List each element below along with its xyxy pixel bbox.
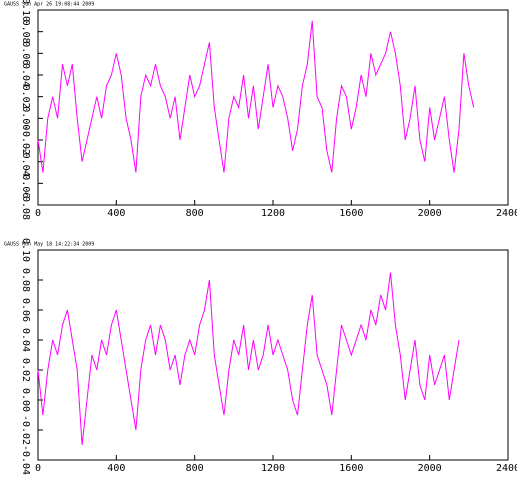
x-tick-label: 400 [107, 463, 125, 474]
y-tick-label: -0.02 [20, 415, 31, 445]
x-tick-label: 0 [35, 463, 41, 474]
y-tick-label: -0.08 [20, 190, 31, 220]
x-tick-label: 2000 [418, 208, 442, 219]
y-tick-label: 0.06 [20, 41, 31, 65]
y-tick-label: 0.10 [20, 238, 31, 262]
y-tick-label: -0.04 [20, 445, 31, 475]
x-tick-label: 0 [35, 208, 41, 219]
y-tick-label: 0.02 [20, 85, 31, 109]
y-tick-label: -0.02 [20, 125, 31, 155]
chart-title: GAUSS Sun Apr 26 19:08:44 2009 [4, 2, 94, 8]
y-tick-label: 0.06 [20, 298, 31, 322]
y-tick-label: 0.08 [20, 268, 31, 292]
x-tick-label: 1600 [339, 463, 363, 474]
x-tick-label: 800 [186, 463, 204, 474]
data-line [37, 20, 475, 173]
x-tick-label: 2000 [418, 463, 442, 474]
y-tick-label: 0.04 [20, 328, 31, 352]
y-tick-label: 0.02 [20, 358, 31, 382]
y-tick-label: 0.04 [20, 63, 31, 87]
y-tick-label: 0.10 [20, 0, 31, 22]
x-tick-label: 1200 [261, 463, 285, 474]
y-tick-label: 0.08 [20, 20, 31, 44]
y-tick-label: -0.06 [20, 168, 31, 198]
x-tick-label: 400 [107, 208, 125, 219]
data-line [37, 272, 460, 446]
x-tick-label: 800 [186, 208, 204, 219]
chart-title: GAUSS Mon May 18 14:22:34 2009 [4, 242, 94, 248]
x-tick-label: 1600 [339, 208, 363, 219]
y-tick-label: 0.00 [20, 106, 31, 130]
x-tick-label: 2400 [496, 463, 517, 474]
x-tick-label: 1200 [261, 208, 285, 219]
y-tick-label: -0.04 [20, 147, 31, 177]
x-tick-label: 2400 [496, 208, 517, 219]
y-tick-label: 0.00 [20, 388, 31, 412]
